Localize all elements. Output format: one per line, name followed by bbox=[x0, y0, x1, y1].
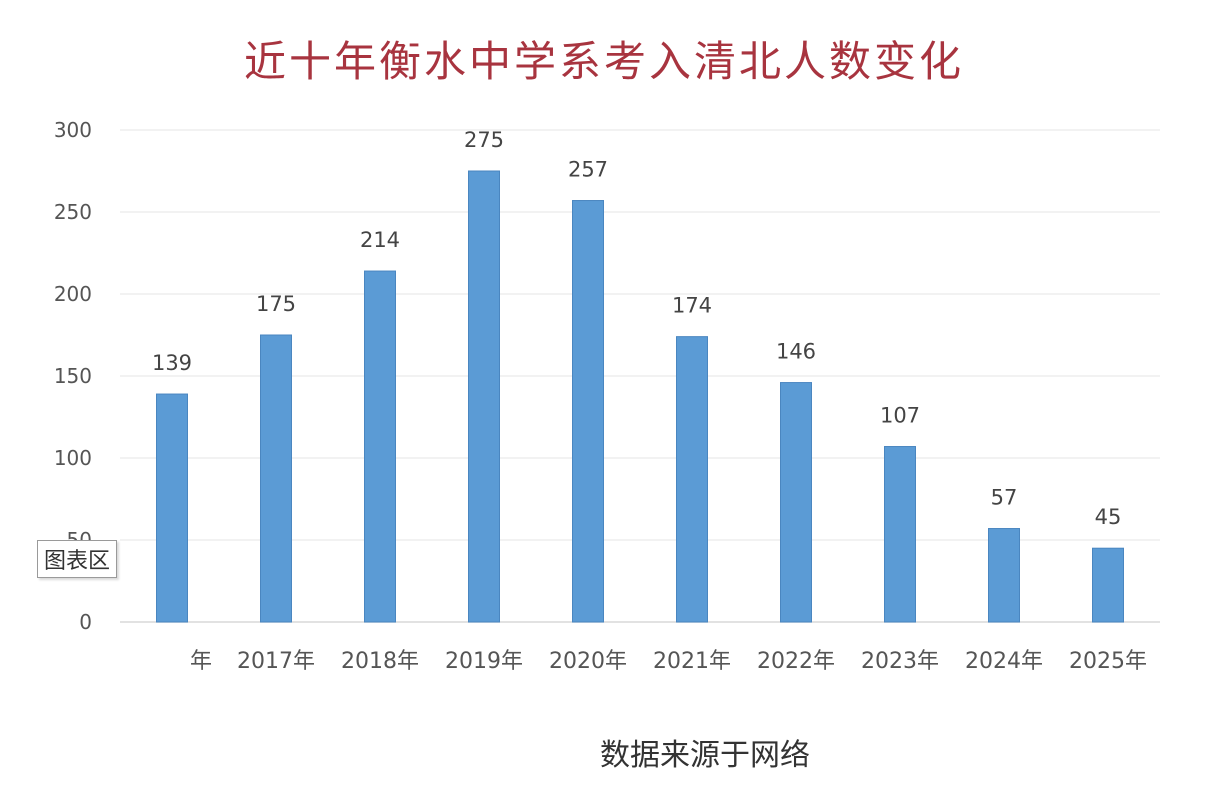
chart-title: 近十年衡水中学系考入清北人数变化 bbox=[243, 37, 964, 86]
data-label: 139 bbox=[152, 351, 192, 375]
bar[interactable] bbox=[676, 336, 708, 623]
x-tick-label: 2022年 bbox=[757, 649, 835, 674]
x-tick-label: 2019年 bbox=[445, 649, 523, 674]
y-tick-label: 250 bbox=[54, 200, 92, 224]
x-tick-label: 2021年 bbox=[653, 649, 731, 674]
data-source-note: 数据来源于网络 bbox=[600, 738, 810, 773]
x-tick-label: 2018年 bbox=[341, 649, 419, 674]
data-label: 257 bbox=[568, 158, 608, 182]
x-tick-label: 2020年 bbox=[549, 649, 627, 674]
data-label: 175 bbox=[256, 292, 296, 316]
gridlines bbox=[120, 129, 1160, 623]
data-label: 275 bbox=[464, 128, 504, 152]
x-tick-label: 年 bbox=[190, 649, 212, 674]
data-label: 146 bbox=[776, 340, 816, 364]
x-tick-label: 2025年 bbox=[1069, 649, 1147, 674]
x-axis-ticks: 年 2017年 2018年 2019年 2020年 2021年 2022年 2023年 2024… bbox=[190, 649, 1147, 674]
bar[interactable] bbox=[572, 200, 604, 623]
bar[interactable] bbox=[884, 446, 916, 623]
y-tick-label: 150 bbox=[54, 364, 92, 388]
x-tick-label: 2017年 bbox=[237, 649, 315, 674]
data-label: 174 bbox=[672, 294, 712, 318]
bar[interactable] bbox=[780, 382, 812, 623]
data-label: 45 bbox=[1095, 505, 1122, 529]
x-tick-label: 2024年 bbox=[965, 649, 1043, 674]
x-tick-label: 2023年 bbox=[861, 649, 939, 674]
bar[interactable] bbox=[260, 334, 292, 623]
data-labels: 139 175 214 275 257 174 146 107 57 45 bbox=[152, 128, 1121, 529]
data-label: 214 bbox=[360, 228, 400, 252]
chart-area-tooltip: 图表区 bbox=[37, 540, 118, 578]
bar[interactable] bbox=[468, 170, 500, 623]
bar[interactable] bbox=[156, 393, 188, 623]
bar[interactable] bbox=[1092, 547, 1124, 623]
data-label: 107 bbox=[880, 404, 920, 428]
bars bbox=[156, 170, 1124, 623]
bar[interactable] bbox=[988, 528, 1020, 623]
data-label: 57 bbox=[991, 486, 1018, 510]
y-tick-label: 200 bbox=[54, 282, 92, 306]
y-tick-label: 300 bbox=[54, 118, 92, 142]
y-tick-label: 100 bbox=[54, 446, 92, 470]
y-tick-label: 0 bbox=[79, 610, 92, 634]
bar[interactable] bbox=[364, 270, 396, 623]
